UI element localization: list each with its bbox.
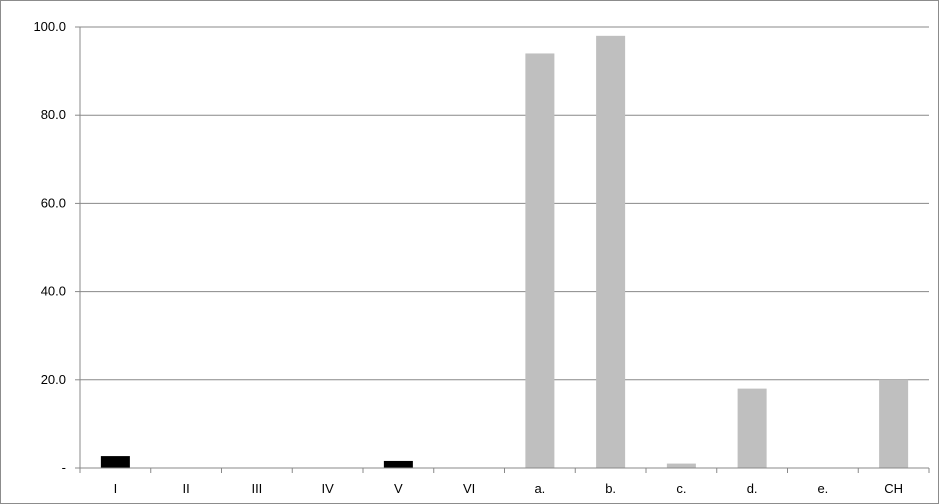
x-tick-label: d. — [747, 481, 758, 496]
bar-b — [596, 35, 626, 468]
y-tick-label: 60.0 — [41, 195, 66, 210]
x-tick-label: II — [183, 481, 190, 496]
x-tick-label: VI — [463, 481, 475, 496]
y-tick-label: - — [62, 460, 66, 475]
y-tick-label: 80.0 — [41, 107, 66, 122]
x-tick-label: IV — [321, 481, 334, 496]
y-tick-label: 100.0 — [33, 19, 66, 34]
bars — [100, 35, 909, 469]
y-tick-label: 20.0 — [41, 372, 66, 387]
bar-I — [100, 456, 130, 468]
x-tick-label: e. — [817, 481, 828, 496]
x-tick-label: CH — [884, 481, 903, 496]
x-tick-label: b. — [605, 481, 616, 496]
gridlines — [80, 26, 929, 381]
bar-V — [383, 460, 413, 468]
x-tick-label: V — [394, 481, 403, 496]
x-tick-label: I — [114, 481, 118, 496]
bar-CH — [879, 379, 909, 468]
bar-d — [737, 388, 767, 468]
y-tick-label: 40.0 — [41, 284, 66, 299]
bar-a — [525, 53, 555, 469]
axes — [75, 26, 930, 473]
x-tick-label: III — [251, 481, 262, 496]
bar-c — [666, 463, 696, 468]
x-tick-label: a. — [534, 481, 545, 496]
x-tick-label: c. — [676, 481, 686, 496]
